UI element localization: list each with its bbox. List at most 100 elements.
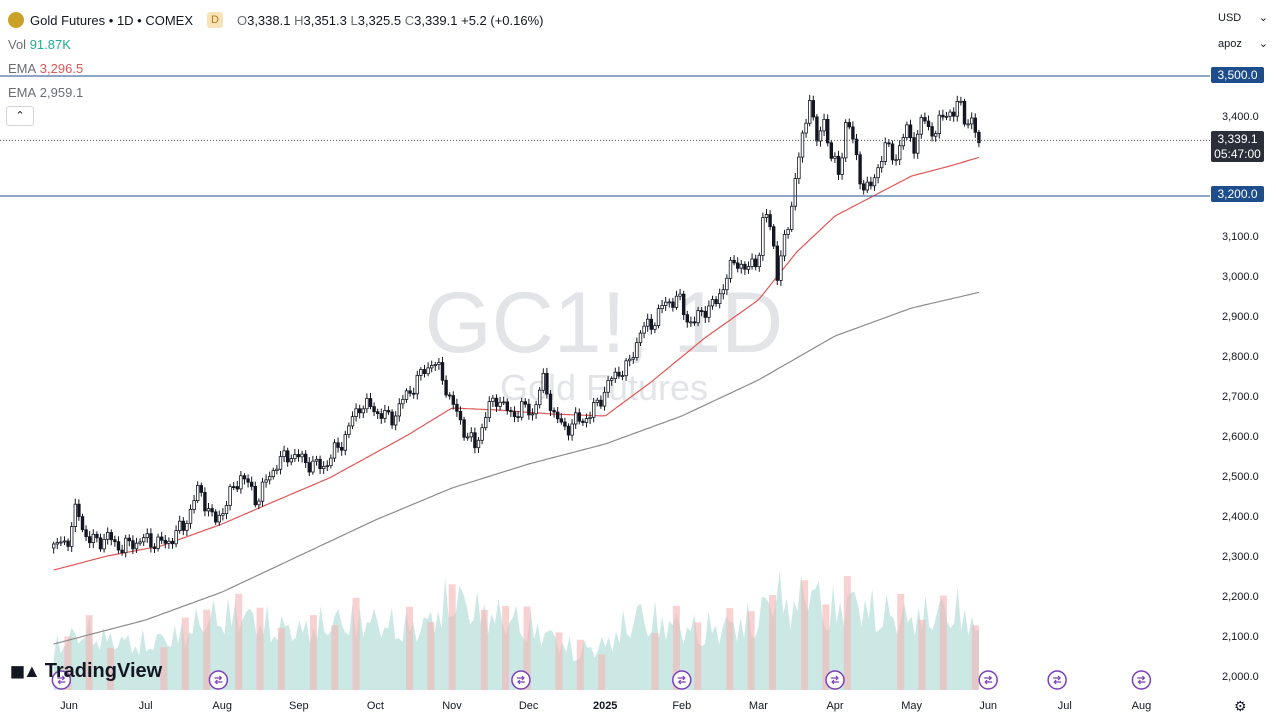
candle-body-up [62,540,67,543]
last-price-badge: 3,339.1 [1211,131,1264,147]
chart-settings-gear-icon[interactable]: ⚙ [1234,698,1247,714]
low-value: 3,325.5 [357,12,402,28]
currency-selector[interactable]: USD ⌄ [1212,8,1270,28]
rollover-event-icon[interactable] [825,670,845,690]
rollover-event-icon[interactable] [511,670,531,690]
candle-body-up [804,122,808,134]
volume-bar-down [555,632,563,690]
volume-bar-down [939,595,947,690]
rollover-event-icon[interactable] [1131,670,1152,690]
candle-body-up [840,157,844,175]
event-arrow-icon [516,675,525,685]
candle-body-up [321,466,326,470]
level-low-badge[interactable]: 3,200.0 [1211,186,1264,202]
rollover-event-icon[interactable] [208,670,229,690]
candle-body-down [775,245,779,281]
level-high-badge[interactable]: 3,500.0 [1211,67,1264,83]
volume-fill-up [53,571,980,690]
volume-bar-down [406,606,413,690]
candle-body-up [124,537,128,554]
candle-body-down [754,258,758,268]
event-arrow-icon [1053,675,1062,685]
candle-body-up [156,536,160,549]
brand-name: TradingView [44,660,163,682]
time-axis[interactable]: Jun Jul Aug Sep Oct Nov Dec 2025 Feb Mar Apr May Jun… [60,700,1151,712]
candle-body-down [375,411,380,415]
candle-body-up [613,371,617,380]
candle-body-down [952,111,956,117]
candle-body-down [66,540,70,547]
candle-body-up [167,540,171,544]
volume-bar-down [448,584,456,690]
candle-body-down [462,419,466,438]
dividend-event-icon[interactable] [1047,670,1067,690]
candle-body-up [437,362,441,365]
chart-legend: Gold Futures • 1D • COMEX D O 3,338.1 H … [8,8,544,104]
legend-ema1-row[interactable]: EMA 3,296.5 [8,56,544,80]
volume-bar-down [181,617,189,690]
rollover-event-icon[interactable] [978,670,998,690]
candle-body-down [505,401,509,411]
candle-body-up [224,504,229,514]
volume-value: 91.87K [29,36,71,52]
chevron-down-icon: ⌄ [1258,12,1268,24]
candle-body-down [736,262,740,269]
time-tick-label: Jul [139,700,153,712]
candle-body-down [599,399,603,407]
session-label: apoz [1218,38,1242,50]
candle-body-down [512,411,517,418]
legend-symbol-row[interactable]: Gold Futures • 1D • COMEX D O 3,338.1 H … [8,8,544,32]
symbol-name[interactable]: Gold Futures [30,12,106,28]
candle-body-down [617,371,621,377]
candle-body-up [393,415,398,426]
volume-bar-down [694,622,702,690]
price-axis[interactable]: 2,000.0 2,100.0 2,200.0 2,300.0 2,400.0 2,500… [1222,71,1259,683]
interval-label[interactable]: 1D [116,12,134,28]
ema1-value: 3,296.5 [39,60,84,76]
candle-body-down [131,540,135,550]
candle-body-down [973,117,977,133]
candle-body-up [221,513,225,516]
tradingview-logo[interactable]: ◼▲ TradingView [10,660,162,683]
rollover-event-icon[interactable] [672,670,692,690]
time-tick-label: Oct [367,700,384,712]
candle-body-up [188,508,193,524]
candle-body-up [55,542,59,545]
candle-body-down [80,516,85,531]
legend-ema2-row[interactable]: EMA 2,959.1 [8,80,544,104]
candle-body-up [217,514,221,523]
candle-body-down [296,454,301,458]
ema2-value: 2,959.1 [39,84,84,100]
candle-body-up [141,537,146,543]
candle-body-down [170,540,175,545]
candle-body-down [577,412,581,422]
candle-body-down [447,394,452,397]
time-tick-label: Dec [519,700,539,712]
volume-bar-down [160,647,168,690]
candle-body-down [109,532,113,541]
legend-volume-row[interactable]: Vol 91.87K [8,32,544,56]
candle-body-down [235,486,239,490]
rollover-event-icon[interactable] [51,670,72,690]
candle-body-up [750,258,754,267]
collapse-legend-button[interactable]: ⌃ [6,106,34,126]
open-label: O [236,12,248,28]
delayed-badge[interactable]: D [207,12,223,28]
session-selector[interactable]: apoz ⌄ [1212,34,1270,54]
candle-body-up [347,425,351,435]
candle-body-down [527,403,531,416]
volume-bar-down [651,633,659,690]
candle-body-up [610,378,614,381]
candle-body-down [869,181,873,187]
candle-body-up [350,416,355,427]
candle-body-down [303,453,308,464]
volume-bar-down [480,609,488,690]
candle-body-down [249,481,254,487]
high-label: H [294,12,304,28]
volume-bar-down [822,604,830,690]
ema1-label: EMA [8,60,37,76]
price-tick-label: 2,400.0 [1222,511,1259,523]
horizontal-levels[interactable] [0,75,1210,197]
event-markers[interactable] [51,670,1152,690]
